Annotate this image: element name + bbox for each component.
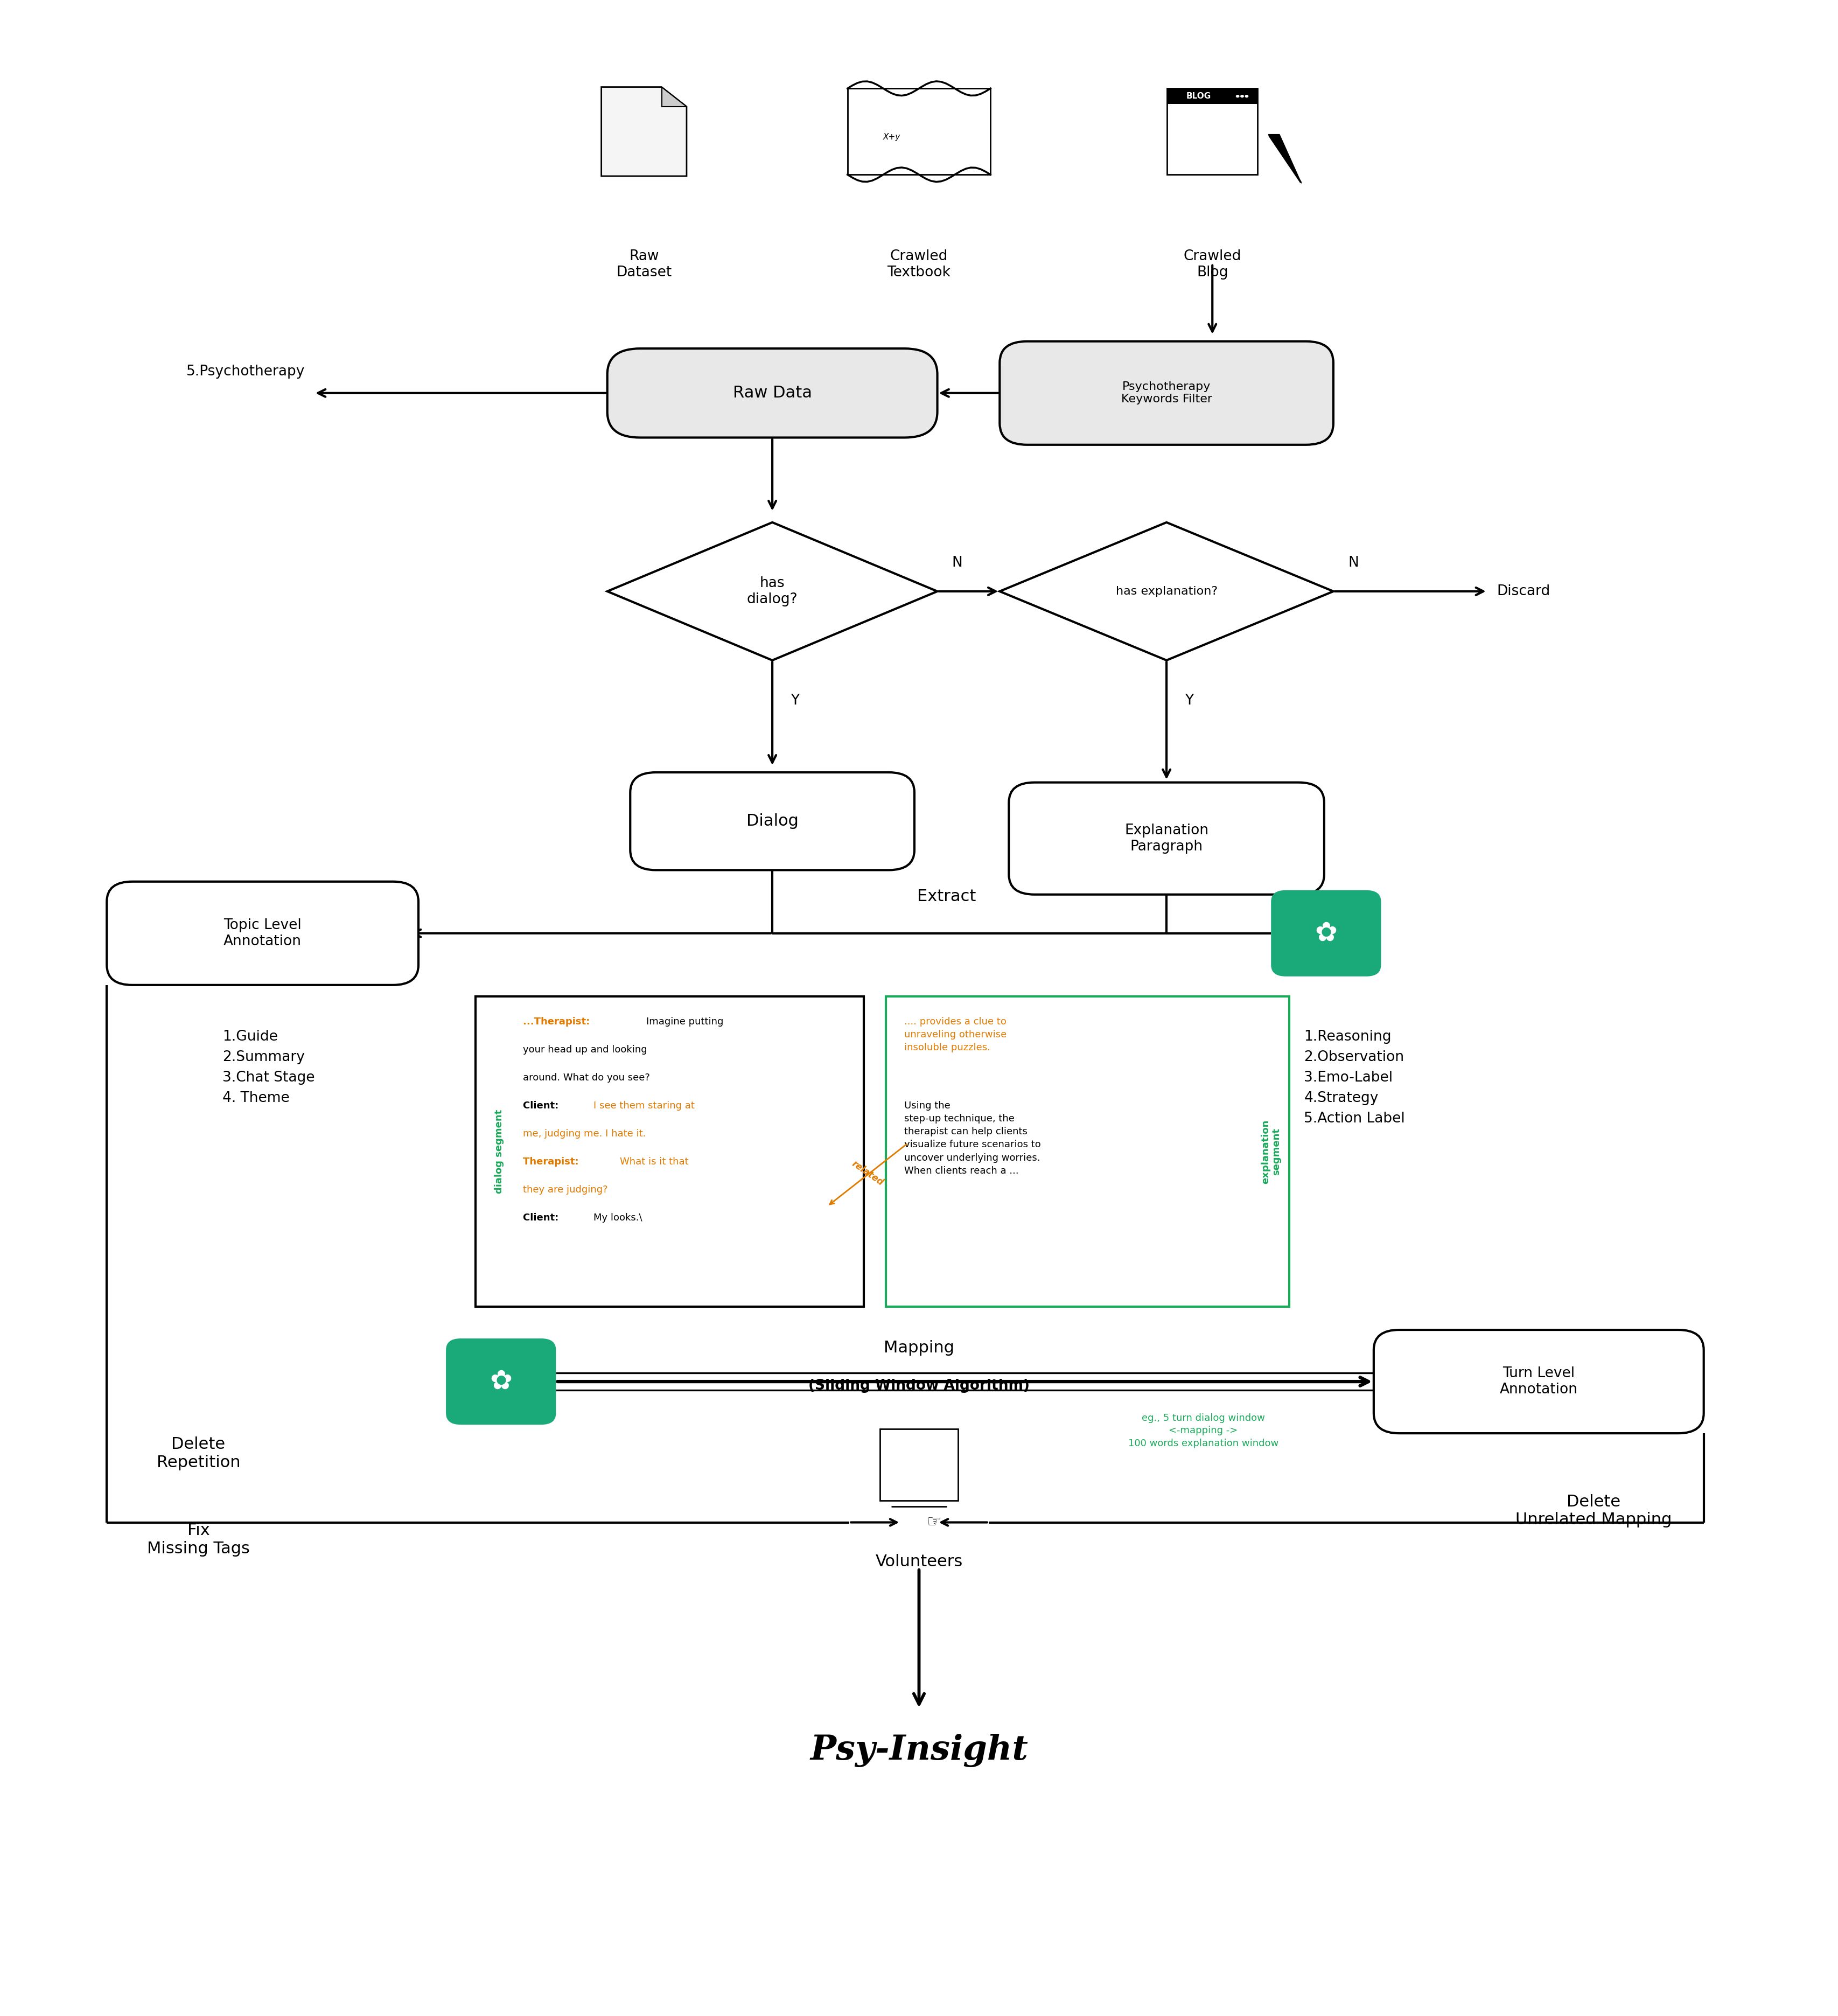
Text: ✿: ✿ [489, 1369, 513, 1395]
Text: What is it that: What is it that [619, 1157, 689, 1167]
Text: Therapist:: Therapist: [524, 1157, 583, 1167]
FancyBboxPatch shape [1009, 782, 1323, 895]
Polygon shape [1000, 522, 1333, 661]
Text: me, judging me. I hate it.: me, judging me. I hate it. [524, 1129, 645, 1139]
Polygon shape [662, 87, 687, 107]
Circle shape [1244, 95, 1248, 97]
FancyBboxPatch shape [1272, 891, 1380, 976]
Text: Client:: Client: [524, 1101, 562, 1111]
Text: Client:: Client: [524, 1214, 562, 1222]
Polygon shape [1268, 135, 1301, 183]
Text: Psy-Insight: Psy-Insight [811, 1734, 1027, 1766]
Text: has explanation?: has explanation? [1116, 587, 1217, 597]
Text: My looks.\: My looks.\ [594, 1214, 641, 1222]
Text: ☞: ☞ [926, 1514, 941, 1530]
Text: Crawled
Textbook: Crawled Textbook [888, 250, 950, 280]
Text: Turn Level
Annotation: Turn Level Annotation [1500, 1367, 1577, 1397]
Text: Y: Y [790, 694, 800, 708]
Text: ...Therapist:: ...Therapist: [524, 1016, 594, 1026]
Text: 1.Reasoning
2.Observation
3.Emo-Label
4.Strategy
5.Action Label: 1.Reasoning 2.Observation 3.Emo-Label 4.… [1303, 1030, 1404, 1125]
Text: Fix
Missing Tags: Fix Missing Tags [147, 1522, 250, 1556]
Text: X+y: X+y [882, 133, 901, 141]
Circle shape [1241, 95, 1244, 97]
Text: related: related [849, 1159, 886, 1187]
FancyBboxPatch shape [1373, 1331, 1704, 1433]
FancyBboxPatch shape [630, 772, 915, 871]
Text: Using the
step-up technique, the
therapist can help clients
visualize future sce: Using the step-up technique, the therapi… [904, 1101, 1040, 1175]
Text: Extract: Extract [917, 889, 976, 905]
Text: Psychotherapy
Keywords Filter: Psychotherapy Keywords Filter [1121, 381, 1211, 405]
Text: Topic Level
Annotation: Topic Level Annotation [224, 917, 301, 948]
FancyBboxPatch shape [476, 996, 864, 1306]
Text: I see them staring at: I see them staring at [594, 1101, 695, 1111]
Circle shape [1235, 95, 1239, 97]
Text: they are judging?: they are judging? [524, 1185, 608, 1193]
FancyBboxPatch shape [447, 1339, 555, 1425]
Text: Raw
Dataset: Raw Dataset [616, 250, 671, 280]
Text: Y: Y [1186, 694, 1193, 708]
Text: Crawled
Blog: Crawled Blog [1184, 250, 1241, 280]
Text: explanation
segment: explanation segment [1261, 1119, 1281, 1183]
Text: eg., 5 turn dialog window
<-mapping ->
100 words explanation window: eg., 5 turn dialog window <-mapping -> 1… [1129, 1413, 1279, 1447]
Text: Mapping: Mapping [884, 1341, 954, 1355]
Text: .... provides a clue to
unraveling otherwise
insoluble puzzles.: .... provides a clue to unraveling other… [904, 1016, 1007, 1052]
Text: 5.Psychotherapy: 5.Psychotherapy [186, 365, 305, 379]
FancyBboxPatch shape [1167, 89, 1257, 175]
Text: (Sliding Window Algorithm): (Sliding Window Algorithm) [809, 1379, 1029, 1393]
Text: Explanation
Paragraph: Explanation Paragraph [1125, 823, 1209, 853]
FancyBboxPatch shape [607, 349, 937, 437]
Text: has
dialog?: has dialog? [746, 577, 798, 607]
Text: N: N [952, 556, 963, 571]
Text: around. What do you see?: around. What do you see? [524, 1073, 651, 1083]
Text: Delete
Repetition: Delete Repetition [156, 1437, 241, 1470]
Text: N: N [1347, 556, 1358, 571]
FancyBboxPatch shape [107, 881, 419, 986]
Text: Dialog: Dialog [746, 812, 798, 829]
Text: Volunteers: Volunteers [875, 1554, 963, 1570]
FancyBboxPatch shape [1167, 89, 1257, 105]
Text: your head up and looking: your head up and looking [524, 1044, 647, 1054]
Polygon shape [601, 87, 687, 175]
Text: Delete
Unrelated Mapping: Delete Unrelated Mapping [1516, 1494, 1673, 1528]
Text: Imagine putting: Imagine putting [647, 1016, 724, 1026]
FancyBboxPatch shape [1000, 341, 1333, 446]
FancyBboxPatch shape [847, 89, 991, 175]
FancyBboxPatch shape [886, 996, 1290, 1306]
Polygon shape [607, 522, 937, 661]
Text: Raw Data: Raw Data [733, 385, 812, 401]
Text: dialog segment: dialog segment [494, 1109, 504, 1193]
Text: 1.Guide
2.Summary
3.Chat Stage
4. Theme: 1.Guide 2.Summary 3.Chat Stage 4. Theme [222, 1030, 314, 1105]
Text: ✿: ✿ [1314, 921, 1338, 946]
Text: BLOG: BLOG [1186, 93, 1211, 101]
Text: Discard: Discard [1496, 585, 1549, 599]
FancyBboxPatch shape [880, 1429, 958, 1500]
